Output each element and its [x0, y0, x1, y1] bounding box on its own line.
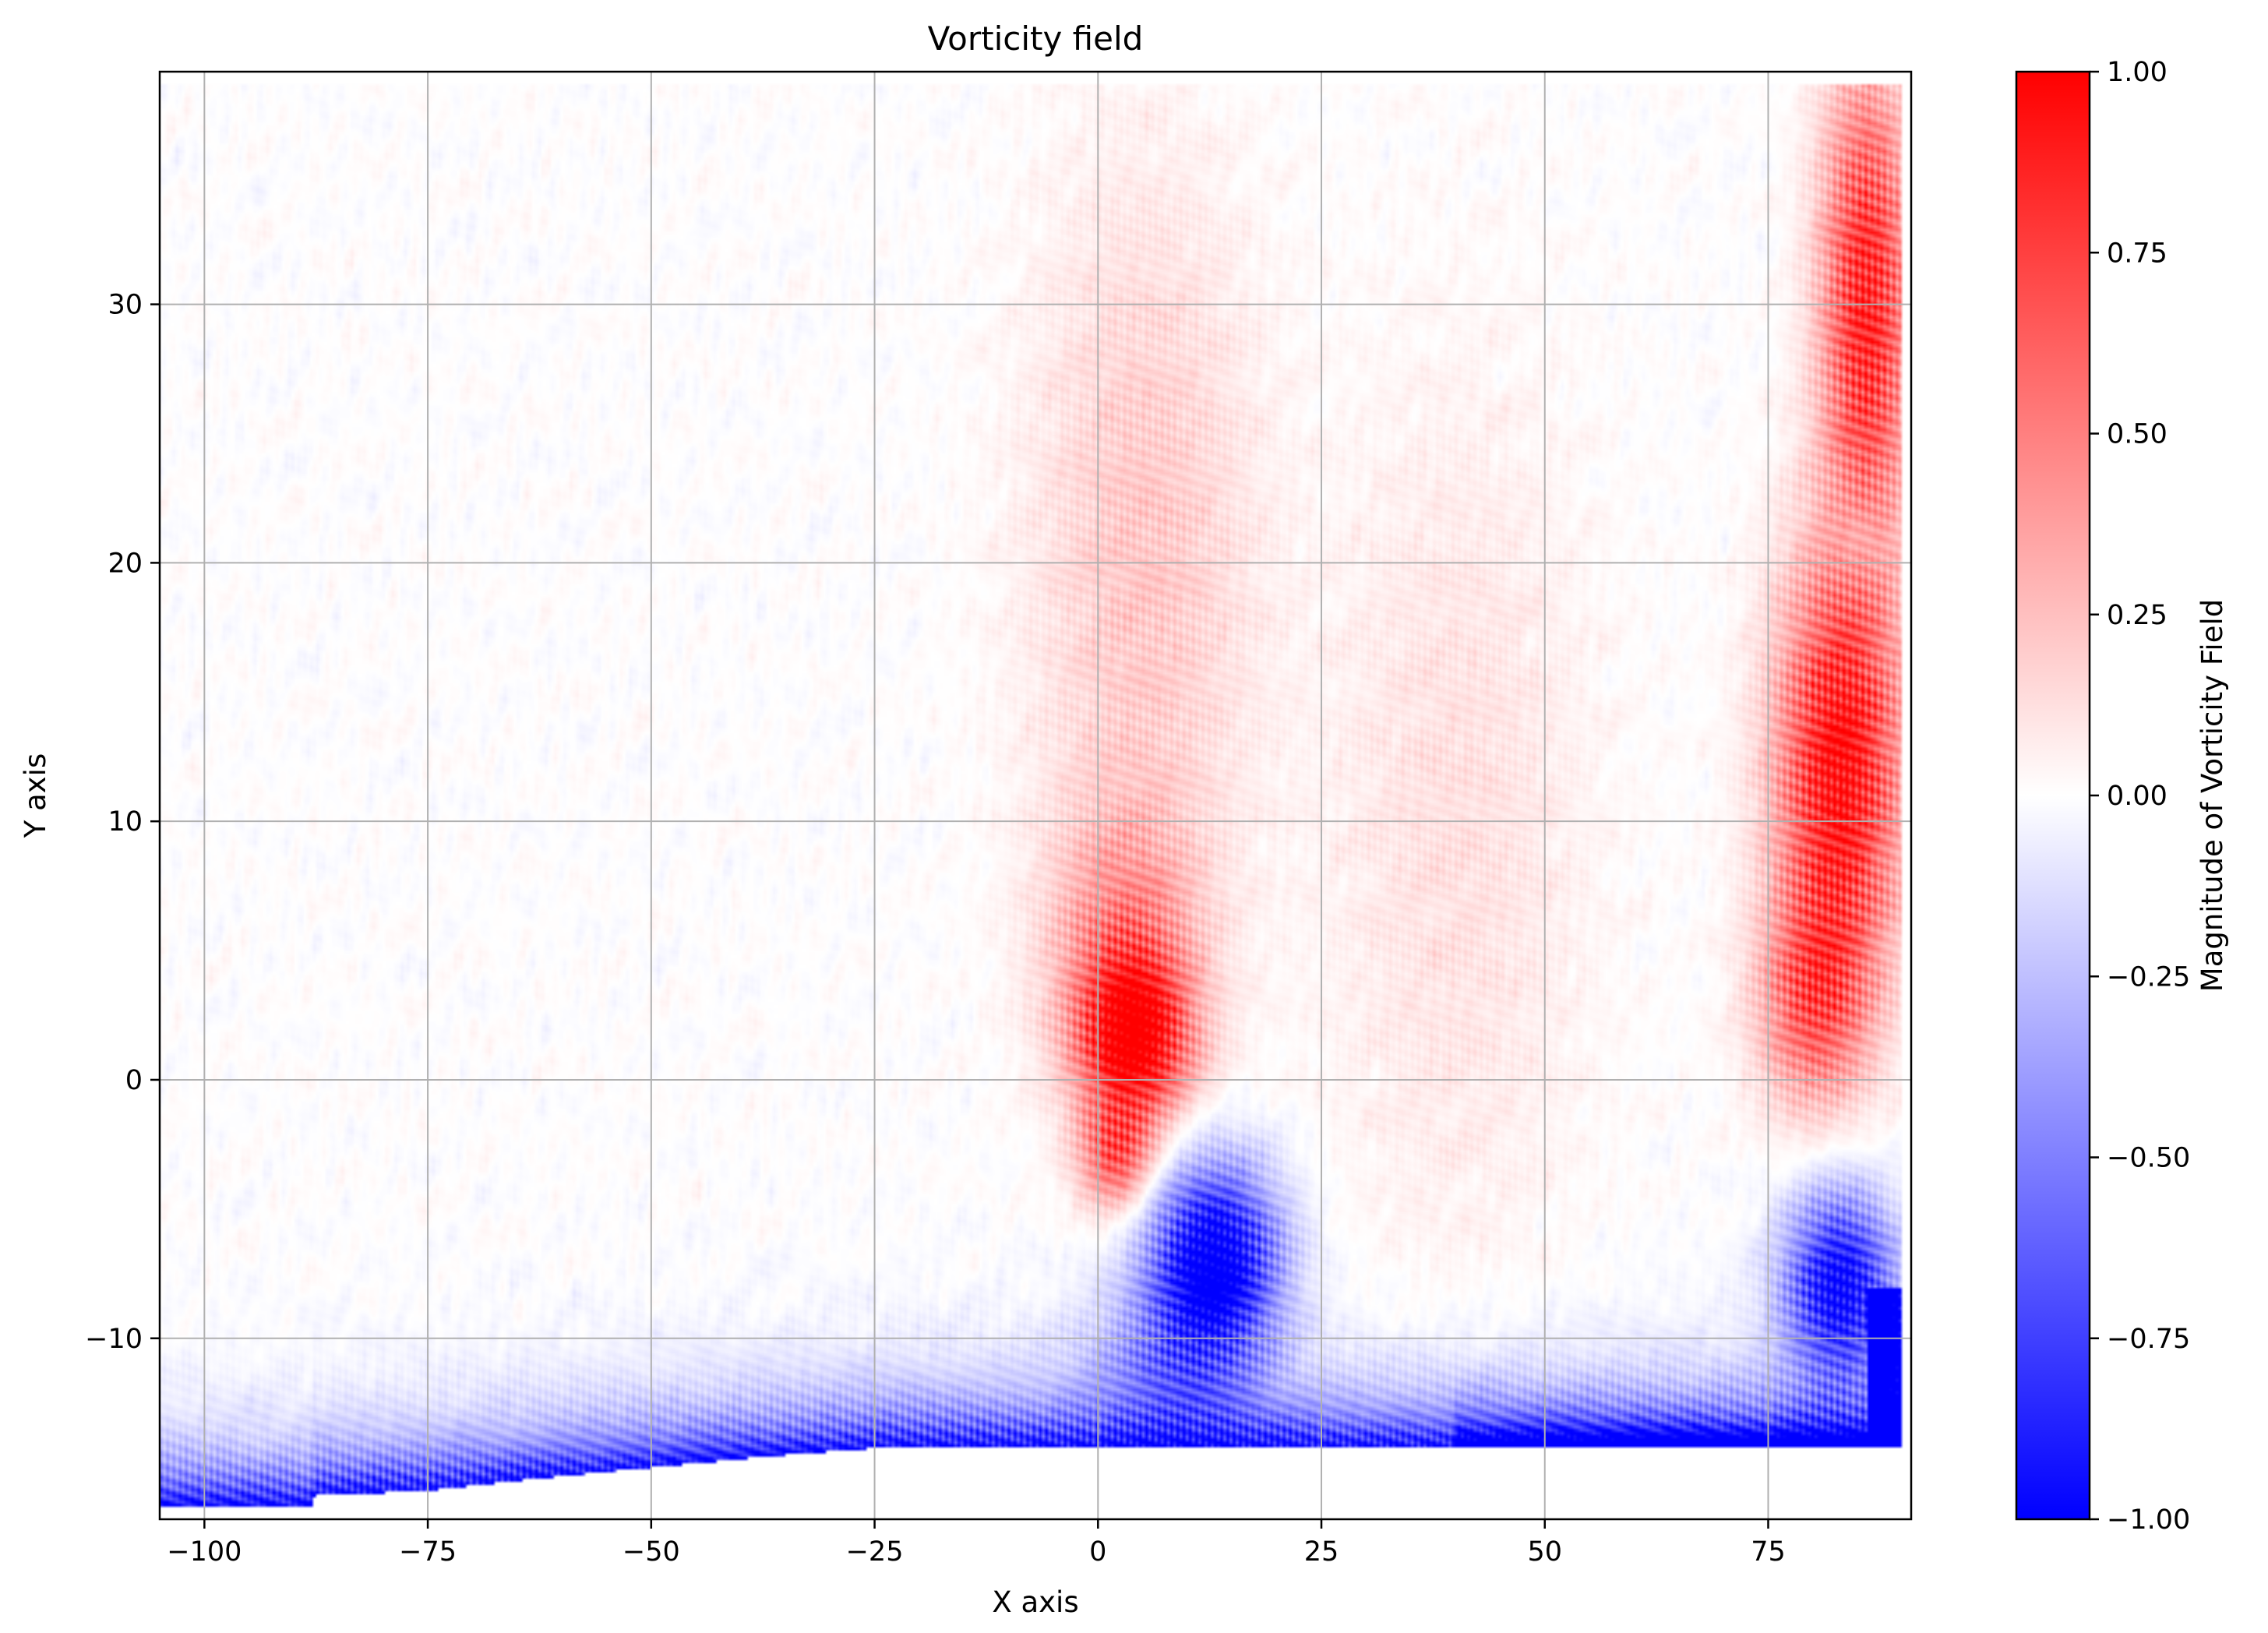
heatmap-image: [160, 72, 1911, 1519]
x-tick-label: −50: [623, 1536, 680, 1568]
y-tick-label: −10: [85, 1324, 143, 1355]
x-tick-label: 75: [1751, 1536, 1786, 1568]
colorbar: −1.00 −0.75 −0.50 −0.25 0.00 0.25 0.50 0.75 1.00…: [2015, 57, 2229, 1536]
colorbar-tick-label: −0.25: [2107, 961, 2190, 993]
y-axis-ticks: −10 0 10 20 30: [85, 290, 160, 1355]
colorbar-tick-label: 0.75: [2107, 238, 2167, 269]
colorbar-gradient: [2015, 70, 2091, 1521]
x-tick-label: 50: [1527, 1536, 1562, 1568]
colorbar-tick-label: −1.00: [2107, 1504, 2190, 1536]
x-tick-label: −75: [399, 1536, 457, 1568]
colorbar-tick-label: −0.75: [2107, 1324, 2190, 1355]
x-tick-label: 0: [1089, 1536, 1106, 1568]
grid-lines: [160, 72, 1911, 1519]
y-axis-label: Y axis: [19, 753, 52, 839]
x-axis-label: X axis: [992, 1585, 1078, 1619]
colorbar-tick-label: −0.50: [2107, 1143, 2190, 1174]
colorbar-ticks: −1.00 −0.75 −0.50 −0.25 0.00 0.25 0.50 0.75 1.00: [2090, 57, 2190, 1536]
colorbar-tick-label: 0.00: [2107, 781, 2167, 812]
colorbar-tick-label: 0.50: [2107, 419, 2167, 450]
colorbar-label: Magnitude of Vorticity Field: [2196, 599, 2229, 992]
chart-title: Vorticity field: [928, 19, 1144, 58]
y-tick-label: 20: [108, 548, 143, 579]
colorbar-tick-label: 0.25: [2107, 600, 2167, 631]
y-tick-label: 0: [125, 1065, 143, 1096]
vorticity-heatmap: [160, 72, 1911, 1519]
x-tick-label: −100: [167, 1536, 242, 1568]
x-axis-ticks: −100 −75 −50 −25 0 25 50 75: [167, 1519, 1786, 1568]
y-tick-label: 30: [108, 290, 143, 321]
x-tick-label: 25: [1304, 1536, 1339, 1568]
y-tick-label: 10: [108, 806, 143, 838]
x-tick-label: −25: [846, 1536, 904, 1568]
plot-frame: [158, 70, 1913, 1521]
colorbar-tick-label: 1.00: [2107, 57, 2167, 88]
